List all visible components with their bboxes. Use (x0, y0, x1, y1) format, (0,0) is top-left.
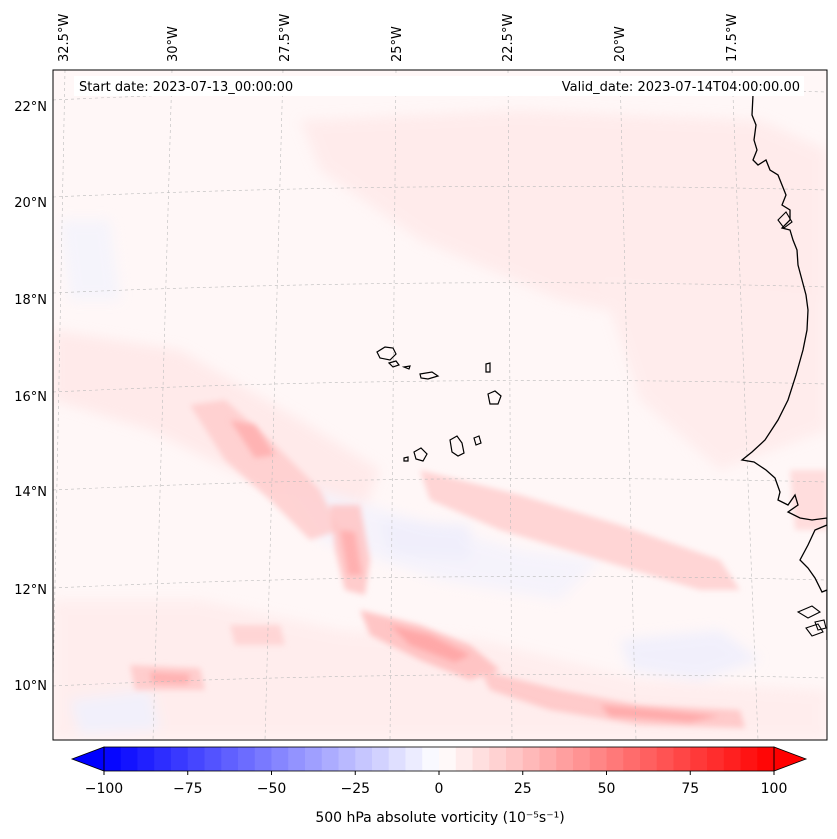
colorbar-cell (589, 747, 607, 771)
island-santo-antao (376, 346, 397, 361)
colorbar-tick-label: −75 (173, 781, 203, 797)
colorbar-cell (254, 747, 272, 771)
colorbar-cell (238, 747, 256, 771)
colorbar-cell (204, 747, 222, 771)
colorbar-cell (522, 747, 540, 771)
lon-label: 25°W (390, 26, 405, 62)
lon-label: 22.5°W (501, 14, 516, 62)
island-sal (485, 362, 491, 373)
colorbar-tick-label: −100 (85, 781, 123, 797)
valid-date-label: Valid_date: 2023-07-14T04:00:00.00 (562, 80, 800, 95)
lon-label: 32.5°W (57, 14, 72, 62)
colorbar-cell (221, 747, 239, 771)
colorbar-label: 500 hPa absolute vorticity (10⁻⁵s⁻¹) (315, 810, 564, 826)
colorbar: −100 −75 −50 −25 0 25 50 75 100 500 hPa absolute… (70, 746, 808, 826)
colorbar-cell (740, 747, 758, 771)
latitude-labels: 22°N 20°N 18°N 16°N 14°N 12°N 10°N (14, 100, 47, 694)
colorbar-extend-min (70, 746, 105, 772)
bissagos-island (814, 619, 827, 631)
colorbar-cell (656, 747, 674, 771)
colorbar-cell (405, 747, 423, 771)
africa-coastline (740, 94, 827, 640)
vorticity-cores (150, 420, 720, 722)
colorbar-cell (757, 747, 775, 771)
colorbar-cell (171, 747, 189, 771)
lat-label: 12°N (14, 583, 47, 598)
lon-label: 20°W (613, 26, 628, 62)
bissagos-island (805, 623, 824, 637)
colorbar-cell (489, 747, 507, 771)
colorbar-tick-label: 25 (514, 781, 532, 797)
colorbar-cell (288, 747, 306, 771)
island-brava (403, 456, 409, 462)
colorbar-cell (606, 747, 624, 771)
colorbar-cell (372, 747, 390, 771)
colorbar-cell (355, 747, 373, 771)
lat-label: 18°N (14, 293, 47, 308)
map-frame (52, 69, 828, 741)
colorbar-cell (422, 747, 440, 771)
coast-inlet (777, 211, 793, 229)
colorbar-cell (455, 747, 473, 771)
colorbar-cell (305, 747, 323, 771)
lon-label: 27.5°W (278, 14, 293, 62)
colorbar-cell (723, 747, 741, 771)
colorbar-tick-label: 100 (761, 781, 788, 797)
island-sao-nicolau (419, 371, 440, 380)
longitude-labels: 32.5°W 30°W 27.5°W 25°W 22.5°W 20°W 17.5… (57, 14, 740, 62)
colorbar-cell (556, 747, 574, 771)
cabo-verde-islands (376, 346, 502, 462)
colorbar-cell (690, 747, 708, 771)
lat-label: 14°N (14, 485, 47, 500)
colorbar-cell (673, 747, 691, 771)
colorbar-tick-label: 50 (598, 781, 616, 797)
colorbar-cell (104, 747, 122, 771)
colorbar-cell (154, 747, 172, 771)
island-maio (473, 435, 482, 446)
colorbar-cell (506, 747, 524, 771)
lat-label: 10°N (14, 679, 47, 694)
colorbar-cell (120, 747, 138, 771)
island-santa-luzia (401, 365, 411, 370)
colorbar-cell (388, 747, 406, 771)
colorbar-cell (187, 747, 205, 771)
colorbar-cell (271, 747, 289, 771)
colorbar-cell (707, 747, 725, 771)
colorbar-cell (321, 747, 339, 771)
colorbar-cell (472, 747, 490, 771)
colorbar-cell (137, 747, 155, 771)
colorbar-cell (623, 747, 641, 771)
vorticity-field (53, 70, 827, 740)
bissagos-island (796, 605, 822, 619)
colorbar-cell (573, 747, 591, 771)
start-date-label: Start date: 2023-07-13_00:00:00 (79, 80, 293, 95)
colorbar-cell (338, 747, 356, 771)
colorbar-tick-label: −25 (340, 781, 370, 797)
island-fogo (413, 447, 428, 462)
colorbar-tick-label: 75 (681, 781, 699, 797)
colorbar-cell (640, 747, 658, 771)
colorbar-tick-label: −50 (257, 781, 287, 797)
lat-label: 20°N (14, 196, 47, 211)
title-strip (74, 76, 804, 96)
island-santiago (449, 435, 465, 457)
lon-label: 17.5°W (725, 14, 740, 62)
colorbar-extend-max (773, 746, 808, 772)
lat-label: 16°N (14, 390, 47, 405)
colorbar-cell (439, 747, 457, 771)
colorbar-tick-label: 0 (435, 781, 444, 797)
colorbar-cell (539, 747, 557, 771)
island-boa-vista (487, 390, 502, 405)
lon-label: 30°W (166, 26, 181, 62)
lat-label: 22°N (14, 100, 47, 115)
island-sao-vicente (387, 360, 400, 368)
